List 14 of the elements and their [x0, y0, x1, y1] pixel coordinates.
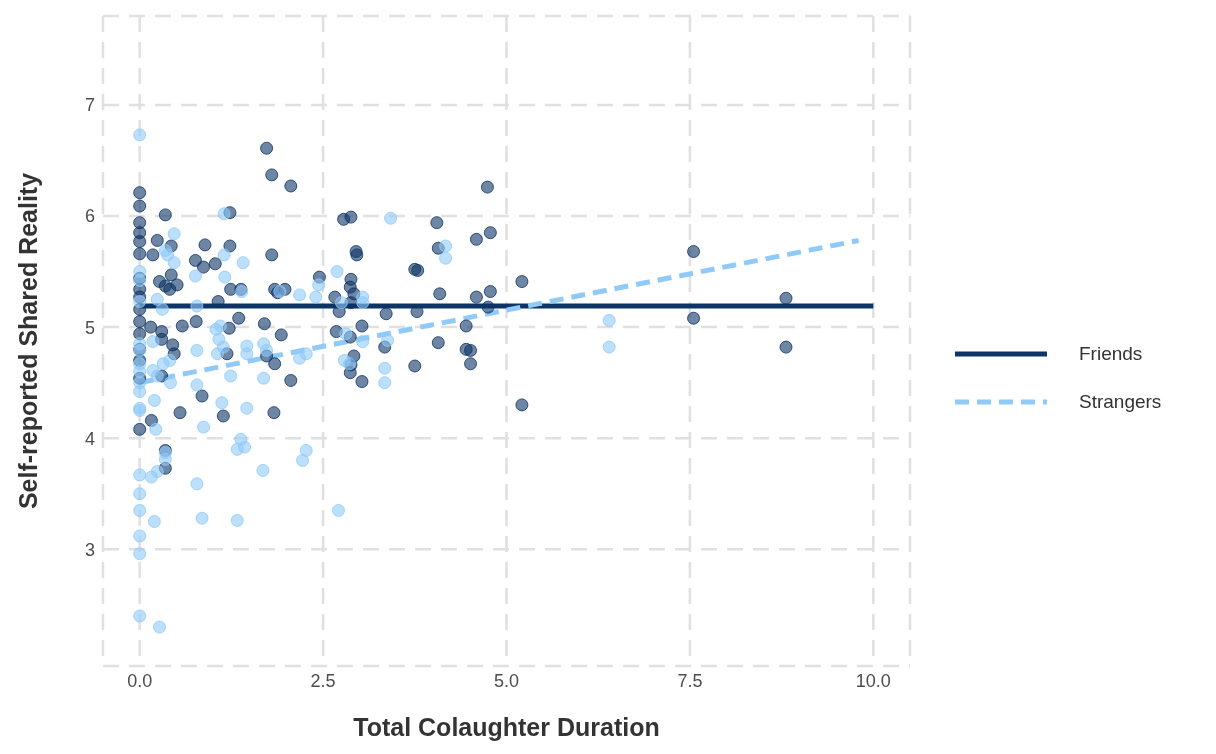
- x-axis-title: Total Colaughter Duration: [353, 713, 660, 741]
- x-tick-label: 0.0: [127, 670, 153, 691]
- y-tick-label: 7: [84, 95, 95, 116]
- x-tick-label: 5.0: [493, 670, 520, 691]
- legend-label: Friends: [1079, 343, 1143, 365]
- y-tick-label: 5: [84, 317, 95, 338]
- y-axis-title: Self-reported Shared Reality: [13, 172, 42, 510]
- x-tick-label: 7.5: [677, 670, 703, 691]
- y-tick-label: 6: [84, 206, 95, 227]
- legend-label: Strangers: [1079, 391, 1162, 413]
- x-tick-label: 2.5: [310, 670, 336, 691]
- y-tick-label: 3: [84, 539, 95, 560]
- y-tick-label: 4: [84, 428, 95, 449]
- x-tick-label: 10.0: [855, 670, 891, 691]
